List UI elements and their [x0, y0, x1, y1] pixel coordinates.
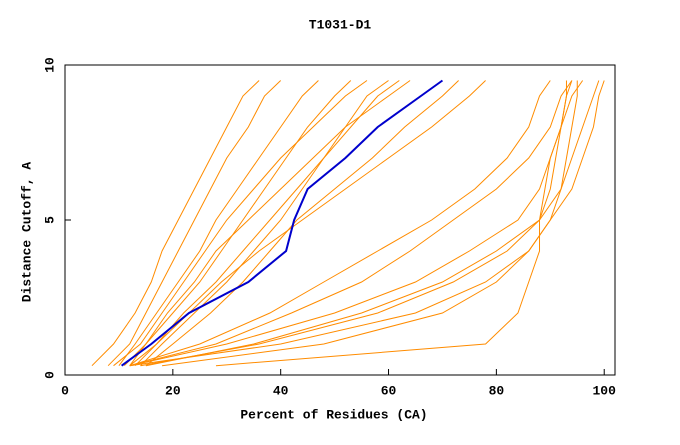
series-line — [130, 81, 583, 366]
plot-frame — [65, 65, 615, 375]
x-tick-label: 20 — [165, 383, 181, 398]
x-tick-label: 0 — [61, 383, 69, 398]
series-line — [146, 81, 567, 366]
series-line — [130, 81, 605, 366]
series-line — [119, 81, 319, 366]
x-tick-label: 40 — [273, 383, 289, 398]
x-tick-label: 60 — [381, 383, 397, 398]
series-line — [108, 81, 281, 366]
x-tick-label: 100 — [593, 383, 617, 398]
y-tick-label: 5 — [42, 216, 57, 224]
y-tick-label: 10 — [42, 57, 57, 73]
x-tick-label: 80 — [489, 383, 505, 398]
chart-title: T1031-D1 — [309, 17, 372, 32]
x-axis-label: Percent of Residues (CA) — [240, 407, 427, 422]
series-line — [130, 81, 486, 366]
y-axis-label: Distance Cutoff, A — [19, 162, 34, 303]
series-line — [122, 81, 443, 366]
y-tick-label: 0 — [42, 371, 57, 379]
series-line — [216, 81, 572, 366]
